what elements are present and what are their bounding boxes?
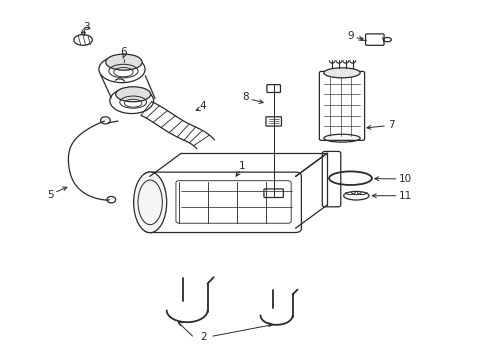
Ellipse shape [105, 54, 142, 70]
Text: 10: 10 [398, 174, 411, 184]
Text: 9: 9 [346, 31, 353, 41]
Text: 7: 7 [387, 120, 394, 130]
Text: 4: 4 [200, 101, 206, 111]
Text: 6: 6 [121, 48, 127, 58]
Text: 1: 1 [238, 161, 245, 171]
Ellipse shape [323, 68, 360, 78]
Text: 3: 3 [83, 22, 90, 32]
Ellipse shape [116, 87, 150, 102]
Text: 8: 8 [242, 92, 248, 102]
Text: 2: 2 [200, 332, 206, 342]
Text: 5: 5 [46, 190, 53, 201]
Text: 11: 11 [398, 191, 411, 201]
Ellipse shape [133, 172, 166, 233]
